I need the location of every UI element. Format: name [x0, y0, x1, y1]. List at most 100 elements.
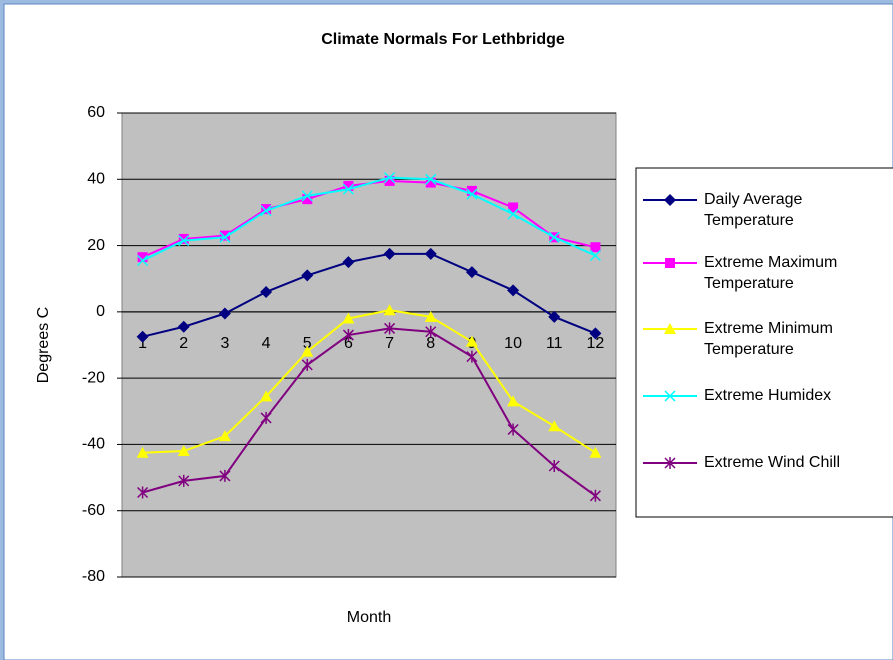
marker	[507, 395, 520, 407]
marker	[507, 284, 520, 297]
x-tick-label: 3	[220, 335, 229, 352]
marker	[136, 330, 149, 343]
marker	[261, 204, 272, 215]
marker	[465, 335, 478, 347]
marker-shape	[425, 173, 437, 185]
marker-shape	[664, 194, 676, 206]
legend-label: Extreme Minimum Temperature	[704, 320, 833, 358]
marker	[301, 269, 314, 282]
marker-shape	[425, 325, 437, 338]
chart-title: Climate Normals For Lethbridge	[321, 31, 565, 48]
marker	[425, 177, 436, 188]
marker-shape	[137, 254, 149, 267]
marker-shape	[507, 395, 520, 407]
marker	[664, 390, 676, 402]
marker	[301, 358, 313, 371]
y-tick-label: 40	[87, 171, 105, 188]
marker-shape	[548, 459, 560, 472]
y-axis-label: Degrees C	[35, 307, 52, 383]
legend-label: Daily Average Temperature	[704, 191, 803, 229]
marker	[548, 231, 560, 243]
marker-shape	[178, 235, 190, 247]
marker	[466, 350, 478, 363]
marker-shape	[302, 194, 313, 205]
plot-area	[121, 112, 617, 578]
x-tick-label: 4	[262, 335, 271, 352]
marker	[342, 312, 355, 324]
marker-shape	[260, 390, 273, 402]
marker	[383, 247, 396, 260]
marker-shape	[178, 474, 190, 487]
marker-shape	[664, 323, 676, 334]
marker-shape	[301, 269, 314, 282]
marker-shape	[507, 423, 519, 436]
marker-shape	[425, 177, 436, 188]
marker	[384, 322, 396, 335]
marker	[507, 208, 519, 220]
x-tick-label: 8	[426, 335, 435, 352]
x-tick-label: 11	[546, 335, 563, 352]
marker	[260, 411, 272, 424]
marker-shape	[136, 446, 149, 458]
marker-shape	[136, 330, 149, 343]
marker-shape	[465, 266, 478, 279]
marker-shape	[301, 345, 314, 357]
marker	[383, 304, 396, 316]
marker	[664, 194, 676, 206]
marker	[548, 420, 561, 432]
x-tick-label: 7	[385, 335, 394, 352]
marker-shape	[261, 204, 272, 215]
x-axis-label: Month	[347, 609, 391, 626]
marker-shape	[548, 420, 561, 432]
marker	[260, 285, 273, 298]
marker-shape	[177, 320, 190, 333]
marker-shape	[664, 390, 676, 402]
marker-shape	[342, 329, 354, 342]
marker	[589, 249, 601, 262]
marker-shape	[590, 242, 601, 253]
marker-shape	[424, 310, 437, 322]
marker-shape	[219, 231, 231, 243]
series-line	[142, 252, 596, 338]
marker	[589, 327, 602, 340]
y-tick-label: 20	[87, 237, 105, 254]
marker-shape	[219, 469, 231, 482]
y-tick-label: -20	[82, 369, 105, 386]
marker-shape	[301, 358, 313, 371]
legend-label: Extreme Maximum Temperature	[704, 254, 838, 292]
marker-shape	[508, 202, 519, 213]
marker-shape	[218, 430, 231, 442]
marker-shape	[424, 247, 437, 260]
marker	[219, 231, 231, 243]
y-tick-label: -80	[82, 568, 105, 585]
x-tick-label: 10	[504, 335, 522, 352]
marker	[664, 457, 676, 469]
marker	[465, 266, 478, 279]
marker	[665, 258, 675, 268]
marker-shape	[664, 457, 676, 469]
x-tick-label: 12	[587, 335, 605, 352]
marker-shape	[260, 205, 272, 217]
marker	[590, 242, 601, 253]
marker-shape	[137, 486, 149, 499]
marker	[342, 329, 354, 342]
marker-shape	[589, 489, 601, 502]
marker	[219, 230, 230, 241]
marker	[507, 423, 519, 436]
marker	[343, 180, 354, 191]
marker-shape	[665, 258, 675, 268]
legend-label: Extreme Humidex	[704, 387, 832, 404]
x-tick-label: 2	[179, 335, 188, 352]
marker-shape	[465, 335, 478, 347]
marker	[342, 256, 355, 269]
marker-shape	[342, 256, 355, 269]
marker-shape	[219, 230, 230, 241]
marker-shape	[466, 188, 478, 200]
marker	[384, 175, 395, 186]
marker	[466, 188, 478, 200]
marker	[137, 252, 148, 263]
marker-shape	[384, 322, 396, 335]
marker-shape	[548, 310, 561, 323]
